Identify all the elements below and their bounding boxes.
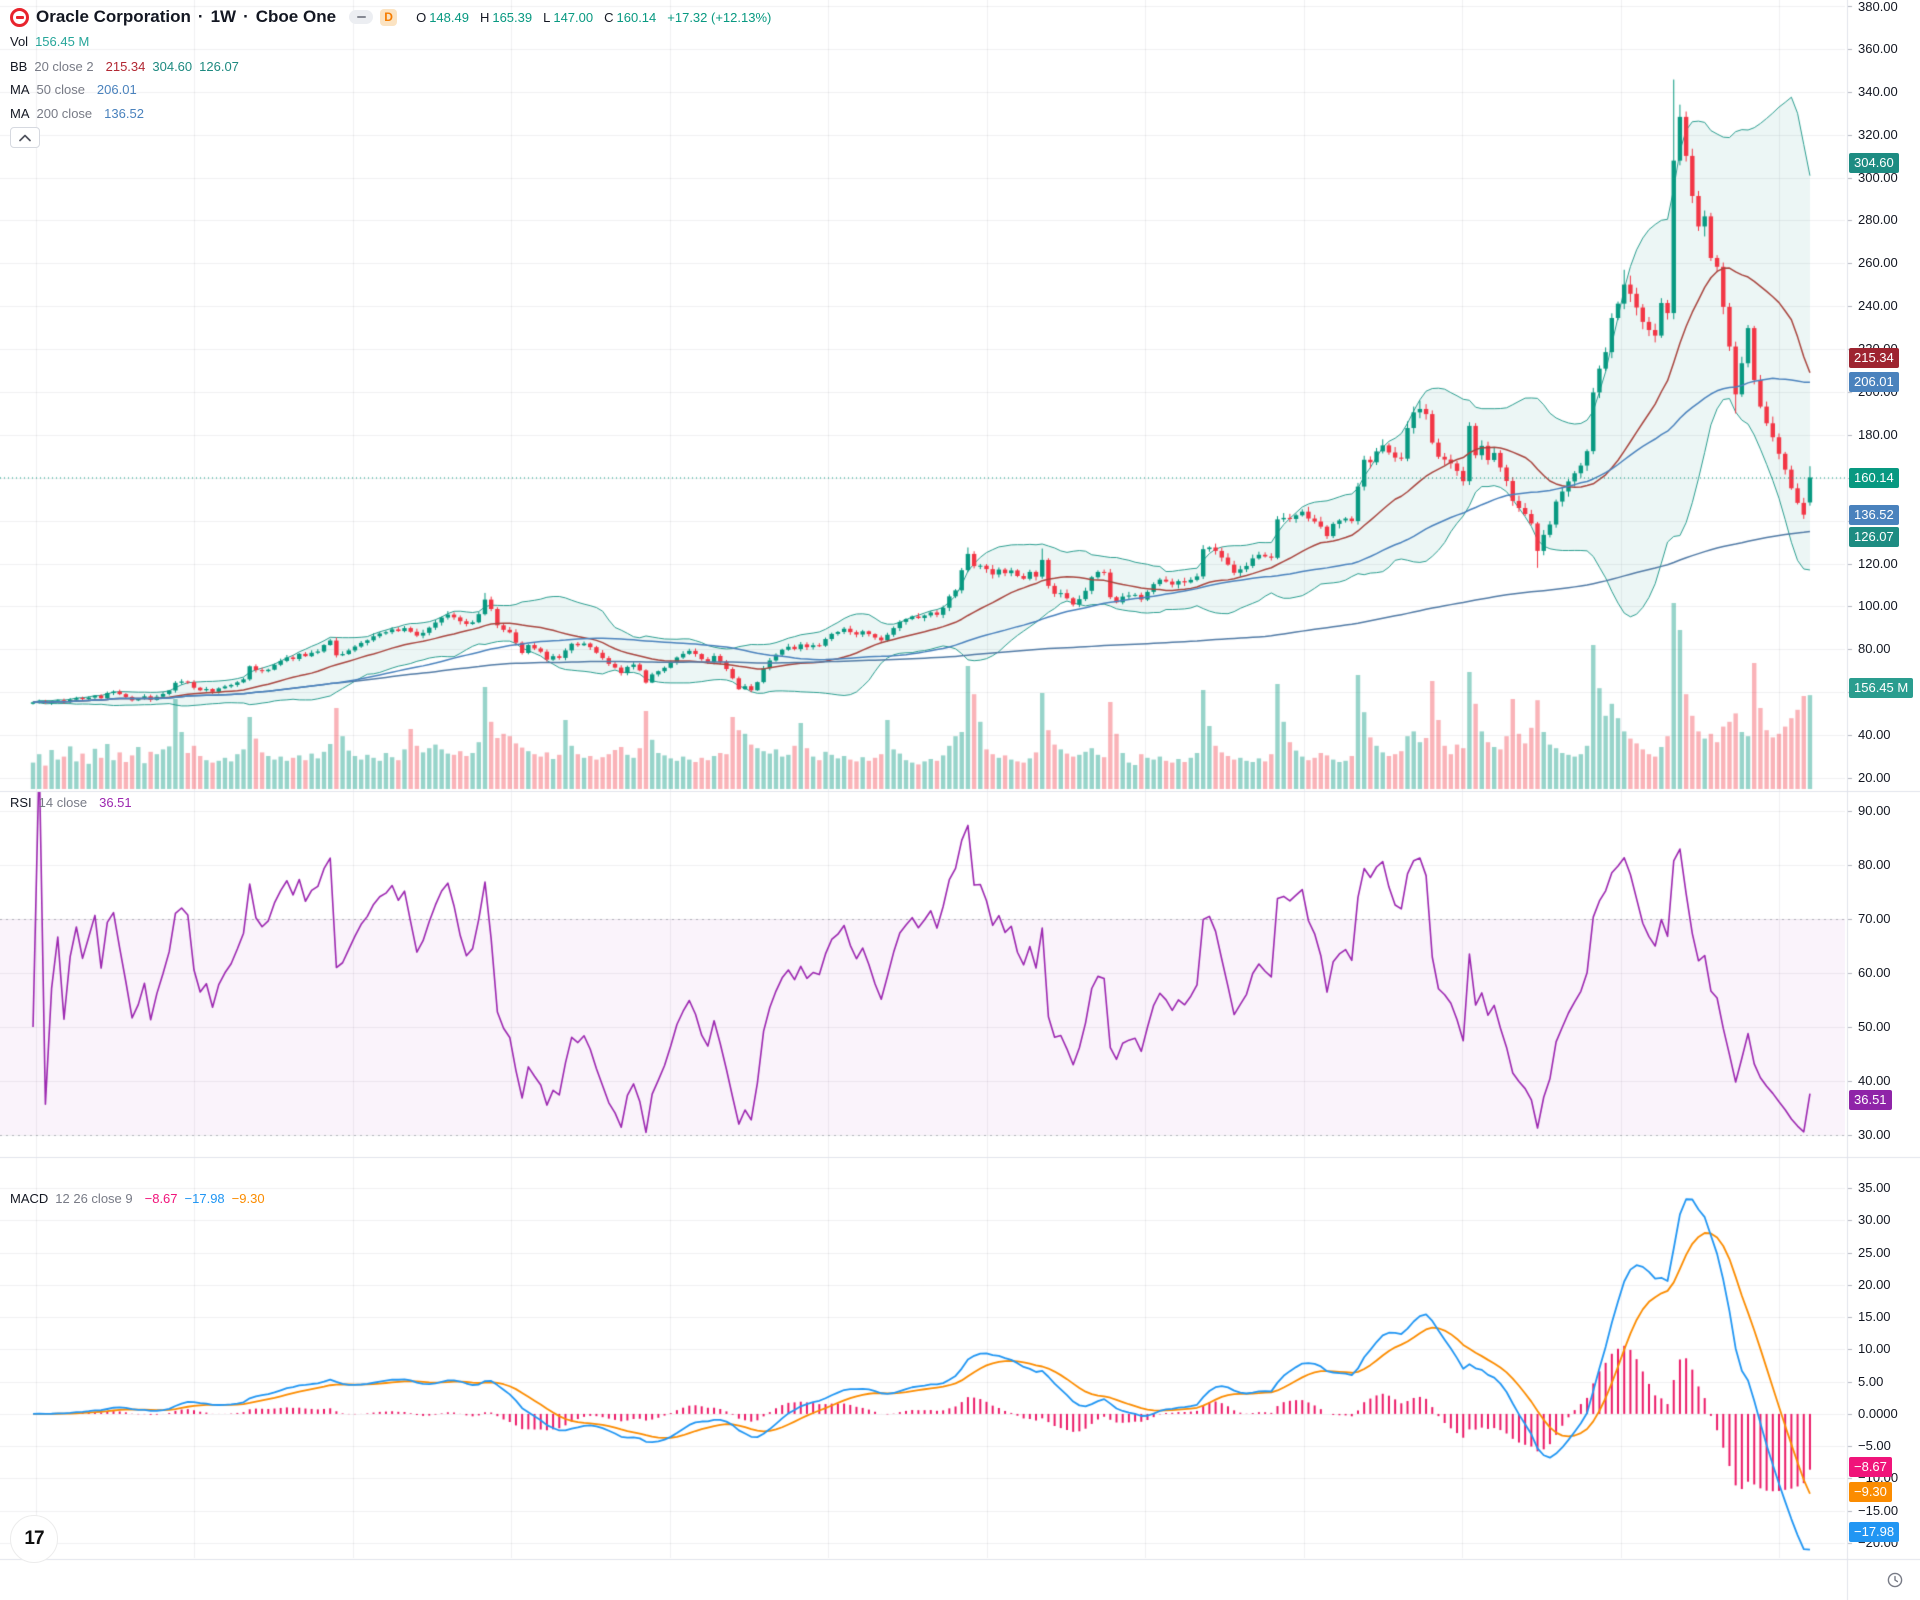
title-separator: ·	[197, 7, 204, 26]
macd-tick-label: −5.00	[1858, 1438, 1891, 1454]
rsi-tick-label: 40.00	[1858, 1073, 1891, 1088]
time-axis[interactable]: Jul2021Jul2022Jul2023Jul2024Jul2025Jul20…	[0, 1560, 1920, 1600]
macd-tick-label: 30.00	[1858, 1212, 1891, 1228]
macd-label: MACD	[10, 1190, 49, 1206]
price-tick-label: 120.00	[1858, 555, 1898, 571]
macd-signal-value: −9.30	[231, 1190, 265, 1206]
macd-params: 12 26 close 9	[55, 1190, 133, 1206]
macd-tick-label: 35.00	[1858, 1180, 1891, 1195]
high-label: H	[479, 9, 490, 25]
price-tick-label: 80.00	[1858, 641, 1891, 657]
axis-value-badge: 304.60	[1849, 153, 1899, 173]
macd-tick-label: −15.00	[1858, 1502, 1899, 1518]
low-label: L	[543, 9, 551, 25]
macd-tick-label: 10.00	[1858, 1341, 1891, 1357]
ma200-legend[interactable]: MA 200 close 136.52	[10, 103, 144, 123]
ma50-label: MA	[10, 81, 30, 97]
rsi-tick-label: 50.00	[1858, 1019, 1891, 1034]
low-value: 147.00	[553, 9, 594, 25]
price-tick-label: 40.00	[1858, 727, 1891, 743]
ma50-params: 50 close	[36, 81, 85, 97]
price-tick-label: 340.00	[1858, 83, 1898, 99]
axis-value-badge: 215.34	[1849, 348, 1899, 368]
rsi-label: RSI	[10, 794, 32, 810]
bb-params: 20 close 2	[34, 58, 94, 74]
macd-tick-label: 20.00	[1858, 1276, 1891, 1292]
axis-value-badge: −8.67	[1849, 1457, 1892, 1477]
interval-label[interactable]: 1W	[210, 7, 237, 26]
bb-lower-value: 126.07	[199, 58, 239, 74]
price-tick-label: 300.00	[1858, 169, 1898, 185]
chevron-up-icon	[19, 134, 31, 141]
bb-upper-value: 304.60	[152, 58, 193, 74]
axis-value-badge: 206.01	[1849, 372, 1899, 392]
rsi-tick-label: 70.00	[1858, 911, 1891, 926]
exchange-label[interactable]: Cboe One	[255, 7, 337, 26]
price-tick-label: 240.00	[1858, 298, 1898, 314]
price-tick-label: 380.00	[1858, 0, 1898, 14]
market-status-icon[interactable]	[349, 10, 374, 24]
collapse-legend-button[interactable]	[10, 127, 40, 148]
price-tick-label: 260.00	[1858, 255, 1898, 271]
open-value: 148.49	[429, 9, 469, 25]
volume-label: Vol	[10, 33, 29, 49]
macd-tick-label: 15.00	[1858, 1309, 1891, 1325]
macd-legend[interactable]: MACD 12 26 close 9 −8.67 −17.98 −9.30	[10, 1188, 265, 1208]
price-axis[interactable]: 380.00 360.00 340.00 320.00 300.00 280.00 260.…	[1847, 0, 1920, 1600]
ohlc-readout: O 148.49 H 165.39 L 147.00 C 160.14 +17.32 (…	[416, 10, 771, 25]
chart-header: Oracle Corporation · 1W · Cboe One D O 14…	[10, 5, 771, 29]
axis-value-badge: 136.52	[1849, 505, 1899, 525]
volume-value: 156.45 M	[35, 33, 90, 49]
close-value: 160.14	[616, 9, 657, 25]
ma200-params: 200 close	[36, 105, 93, 121]
volume-legend[interactable]: Vol 156.45 M	[10, 31, 89, 51]
axis-value-badge: 160.14	[1849, 468, 1899, 488]
rsi-tick-label: 60.00	[1858, 965, 1891, 980]
price-tick-label: 280.00	[1858, 212, 1898, 228]
macd-line-value: −17.98	[184, 1190, 225, 1206]
rsi-legend[interactable]: RSI 14 close 36.51	[10, 792, 132, 812]
change-value: +17.32 (+12.13%)	[667, 9, 772, 25]
macd-tick-label: 5.00	[1858, 1373, 1884, 1389]
ma200-label: MA	[10, 105, 30, 121]
rsi-tick-label: 30.00	[1858, 1127, 1891, 1142]
ma50-legend[interactable]: MA 50 close 206.01	[10, 79, 137, 99]
ma50-value: 206.01	[96, 81, 137, 97]
rsi-tick-label: 90.00	[1858, 803, 1891, 818]
axis-value-badge: −9.30	[1849, 1482, 1892, 1502]
open-label: O	[416, 9, 427, 25]
symbol-title[interactable]: Oracle Corporation	[36, 7, 191, 26]
rsi-tick-label: 80.00	[1858, 857, 1891, 872]
price-tick-label: 360.00	[1858, 40, 1898, 56]
axis-value-badge: −17.98	[1849, 1522, 1900, 1542]
rsi-params: 14 close	[38, 794, 88, 810]
bb-legend[interactable]: BB 20 close 2 215.34 304.60 126.07	[10, 56, 239, 76]
macd-tick-label: 0.0000	[1858, 1405, 1898, 1421]
close-label: C	[604, 9, 614, 25]
macd-hist-value: −8.67	[144, 1190, 178, 1206]
ma200-value: 136.52	[104, 105, 144, 121]
axis-value-badge: 36.51	[1849, 1090, 1892, 1110]
price-tick-label: 100.00	[1858, 598, 1898, 614]
oracle-symbol-logo-icon	[10, 7, 29, 27]
title-separator: ·	[243, 7, 249, 26]
price-tick-label: 180.00	[1858, 426, 1898, 442]
price-tick-label: 320.00	[1858, 126, 1898, 142]
bb-basis-value: 215.34	[105, 58, 146, 74]
rsi-value: 36.51	[99, 794, 132, 810]
axis-value-badge: 156.45 M	[1849, 678, 1914, 698]
price-tick-label: 20.00	[1858, 769, 1891, 785]
delayed-data-badge[interactable]: D	[380, 8, 398, 26]
bb-label: BB	[10, 58, 28, 74]
timezone-clock-icon[interactable]	[1886, 1571, 1904, 1589]
high-value: 165.39	[492, 9, 533, 25]
tradingview-logo[interactable]: 17	[10, 1515, 58, 1563]
axis-value-badge: 126.07	[1849, 527, 1899, 547]
macd-tick-label: 25.00	[1858, 1244, 1891, 1260]
